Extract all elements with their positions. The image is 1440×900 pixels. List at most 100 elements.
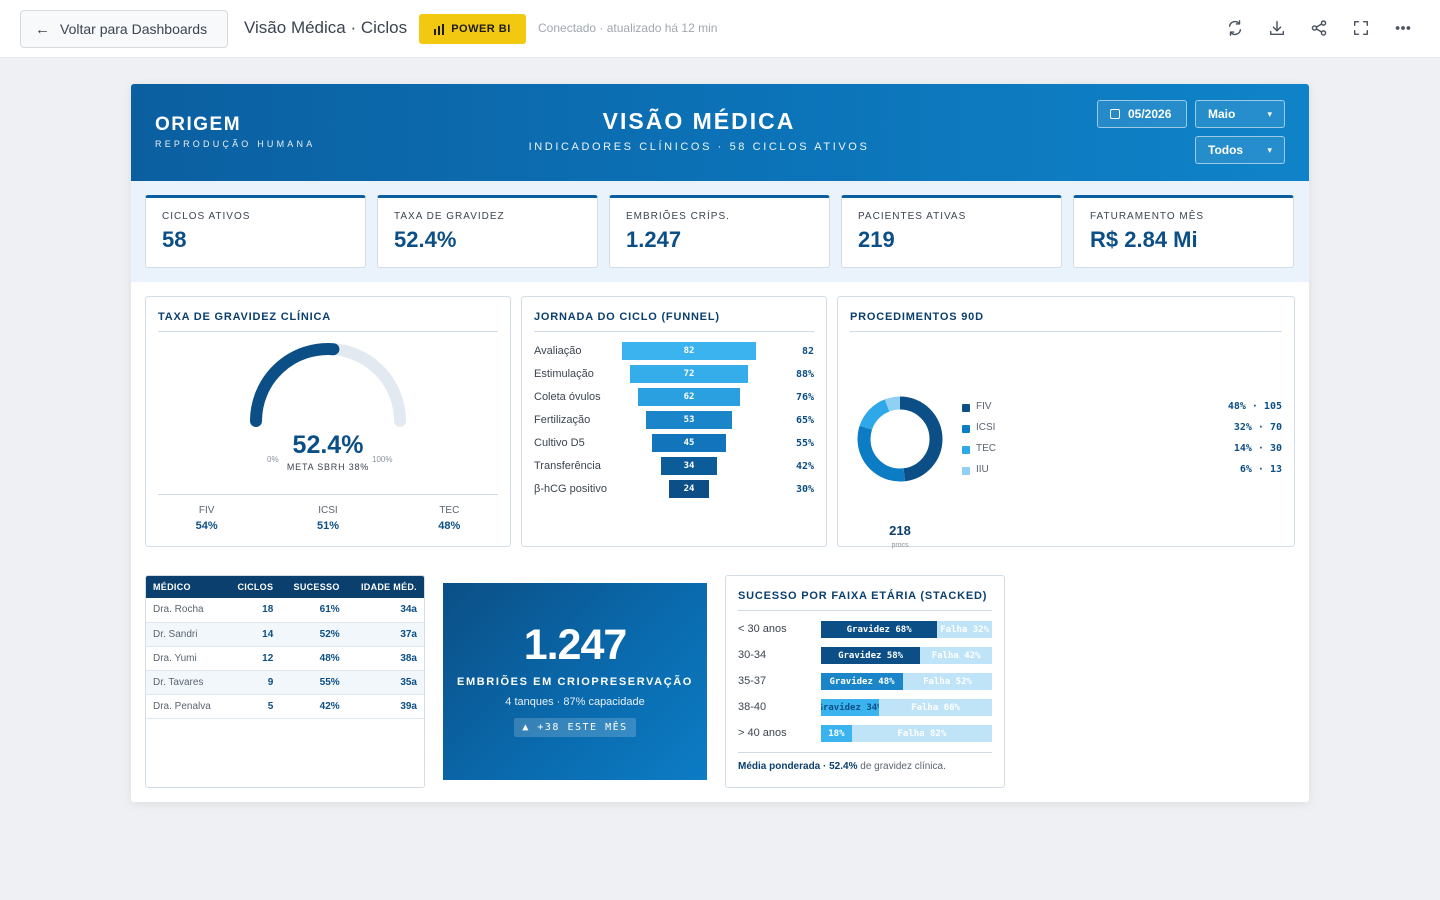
cell-cycles: 14 — [225, 622, 281, 647]
back-to-dashboards-button[interactable]: ← Voltar para Dashboards — [20, 10, 228, 48]
chevron-down-icon: ▾ — [1267, 108, 1272, 119]
gauge-panel: TAXA DE GRAVIDEZ CLÍNICA 52.4% META SBRH… — [145, 296, 511, 547]
stacked-row[interactable]: 30-34 Gravidez 58% Falha 42% — [738, 647, 992, 664]
table-row[interactable]: Dra. Rocha 18 61% 34a — [146, 598, 424, 623]
column-header[interactable]: CICLOS — [225, 576, 281, 598]
legend-swatch — [962, 425, 970, 433]
legend-item[interactable]: FIV 48% · 105 — [962, 401, 1282, 415]
funnel-bar: 62 — [638, 388, 740, 406]
kpi-value: 58 — [162, 227, 187, 252]
breakdown-label: ICSI — [318, 505, 338, 516]
cell-success: 48% — [280, 646, 347, 671]
cell-age: 34a — [346, 598, 424, 623]
power-bi-label: POWER BI — [451, 23, 511, 35]
fullscreen-icon[interactable] — [1352, 18, 1370, 38]
cell-doctor: Dra. Penalva — [146, 694, 226, 719]
panel-title: TAXA DE GRAVIDEZ CLÍNICA — [158, 311, 331, 323]
legend-value: 48% · 105 — [1227, 401, 1282, 412]
cell-success: 55% — [280, 670, 347, 695]
cell-age: 37a — [346, 622, 424, 647]
stacked-segment-success: Gravidez 48% — [821, 673, 904, 690]
stacked-bar: 18% Falha 82% — [821, 725, 992, 742]
legend-item[interactable]: ICSI 32% · 70 — [962, 422, 1282, 436]
breakdown-label: FIV — [198, 505, 215, 516]
donut-slice[interactable] — [857, 396, 943, 482]
donut-total-unit: procs — [891, 542, 909, 549]
legend-value: 32% · 70 — [1233, 422, 1282, 433]
legend-label: IIU — [976, 464, 989, 475]
column-header[interactable]: SUCESSO — [280, 576, 347, 598]
stacked-bar: Gravidez 48% Falha 52% — [821, 673, 992, 690]
stacked-row[interactable]: 38-40 Gravidez 34%Falha 66% — [738, 699, 992, 716]
breakdown-label: TEC — [439, 505, 460, 516]
stacked-segment-success: Gravidez 34% — [821, 699, 880, 716]
table-row[interactable]: Dr. Sandri 14 52% 37a — [146, 622, 424, 647]
breakdown-fiv: FIV 54% — [146, 505, 267, 532]
stacked-row-label: 35-37 — [738, 675, 767, 687]
legend-swatch — [962, 446, 970, 454]
stacked-row-label: > 40 anos — [738, 727, 787, 739]
table-row[interactable]: Dra. Penalva 5 42% 39a — [146, 694, 424, 719]
funnel-stage[interactable]: Fertilização 53 65% — [534, 411, 814, 429]
kpi-value: 52.4% — [394, 227, 457, 252]
table-row[interactable]: Dr. Tavares 9 55% 35a — [146, 670, 424, 695]
funnel-stage[interactable]: Coleta óvulos 62 76% — [534, 388, 814, 406]
funnel-stage[interactable]: Avaliação 82 82 — [534, 342, 814, 360]
share-icon[interactable] — [1310, 18, 1328, 38]
more-icon[interactable] — [1394, 18, 1412, 38]
donut-slice[interactable] — [857, 396, 943, 482]
month-filter[interactable]: Maio ▾ — [1195, 100, 1285, 128]
divider — [850, 331, 1282, 332]
stacked-bar: Gravidez 34%Falha 66% — [821, 699, 992, 716]
cell-success: 61% — [280, 598, 347, 623]
table-row[interactable]: Dra. Yumi 12 48% 38a — [146, 646, 424, 671]
cell-cycles: 18 — [225, 598, 281, 623]
funnel-bar: 53 — [645, 411, 733, 429]
funnel-stage-pct: 88% — [795, 369, 814, 380]
cryo-card: 1.247 EMBRIÕES EM CRIOPRESERVAÇÃO 4 tanq… — [443, 583, 707, 780]
kpi-value: 1.247 — [626, 227, 682, 252]
funnel-stage[interactable]: Estimulação 72 88% — [534, 365, 814, 383]
funnel-stage[interactable]: Cultivo D5 45 55% — [534, 434, 814, 452]
gauge-fill — [250, 343, 340, 427]
legend-value: 14% · 30 — [1233, 443, 1282, 454]
cryo-value: 1.247 — [523, 621, 628, 669]
stacked-row[interactable]: < 30 anos Gravidez 68% Falha 32% — [738, 621, 992, 638]
funnel-stage[interactable]: β-hCG positivo 24 30% — [534, 480, 814, 498]
funnel-stage-pct: 55% — [795, 438, 814, 449]
stacked-segment-fail: Falha 42% — [920, 647, 992, 664]
cell-doctor: Dra. Rocha — [146, 598, 226, 623]
gauge-max: 100% — [372, 455, 392, 464]
funnel-bar: 45 — [652, 434, 726, 452]
legend-swatch — [962, 404, 970, 412]
legend-label: ICSI — [976, 422, 996, 433]
brand-subtitle: REPRODUÇÃO HUMANA — [155, 139, 316, 149]
report-title: Visão Médica · Ciclos — [244, 18, 408, 37]
stacked-row[interactable]: > 40 anos 18% Falha 82% — [738, 725, 992, 742]
column-header[interactable]: MÉDICO — [146, 576, 226, 598]
funnel-stage-label: β-hCG positivo — [534, 483, 607, 495]
funnel-stage-pct: 82 — [801, 346, 814, 357]
funnel-stage[interactable]: Transferência 34 42% — [534, 457, 814, 475]
divider — [738, 610, 992, 611]
scope-filter[interactable]: Todos ▾ — [1195, 136, 1285, 164]
legend-value: 6% · 13 — [1239, 464, 1282, 475]
refresh-icon[interactable] — [1226, 18, 1244, 38]
funnel-stage-pct: 76% — [795, 392, 814, 403]
date-filter[interactable]: 05/2026 — [1097, 100, 1187, 128]
stacked-segment-fail: Falha 32% — [937, 621, 992, 638]
kpi-card-faturamento: FATURAMENTO MÊS R$ 2.84 Mi — [1073, 195, 1294, 268]
stacked-row[interactable]: 35-37 Gravidez 48% Falha 52% — [738, 673, 992, 690]
kpi-label: PACIENTES ATIVAS — [858, 211, 967, 222]
procedures-panel: PROCEDIMENTOS 90D 218 procs FIV 48% · 105… — [837, 296, 1295, 549]
gauge-meta: META SBRH 38% — [287, 462, 369, 472]
download-icon[interactable] — [1268, 18, 1286, 38]
legend-item[interactable]: TEC 14% · 30 — [962, 443, 1282, 457]
chevron-down-icon: ▾ — [1267, 144, 1272, 155]
funnel-stage-label: Transferência — [534, 460, 601, 472]
kpi-value: R$ 2.84 Mi — [1090, 227, 1198, 252]
stacked-row-label: 30-34 — [738, 649, 767, 661]
month-filter-value: Maio — [1208, 107, 1236, 121]
column-header[interactable]: IDADE MÉD. — [346, 576, 424, 598]
legend-item[interactable]: IIU 6% · 13 — [962, 464, 1282, 478]
